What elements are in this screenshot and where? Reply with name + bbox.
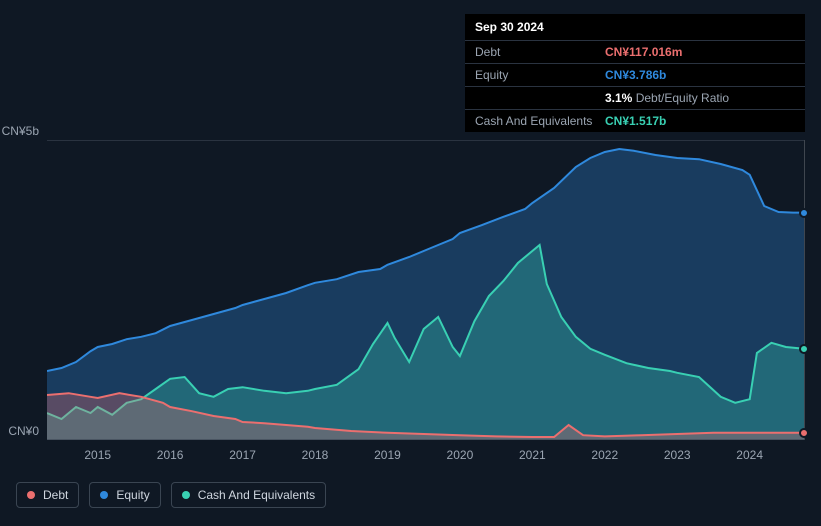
legend-dot-icon [182,491,190,499]
hover-line [804,140,805,440]
tooltip-row: DebtCN¥117.016m [465,41,805,64]
tooltip-row-value: 3.1% Debt/Equity Ratio [605,91,795,105]
tooltip-row-value: CN¥117.016m [605,45,795,59]
legend-item-cash-and-equivalents[interactable]: Cash And Equivalents [171,482,326,508]
x-tick: 2023 [664,448,691,462]
legend-item-debt[interactable]: Debt [16,482,79,508]
tooltip-row: Cash And EquivalentsCN¥1.517b [465,110,805,132]
end-marker-debt [799,428,809,438]
y-tick-bottom: CN¥0 [0,424,39,438]
tooltip-row-label: Cash And Equivalents [475,114,605,128]
x-tick: 2016 [157,448,184,462]
tooltip-row-value: CN¥3.786b [605,68,795,82]
tooltip-row-value: CN¥1.517b [605,114,795,128]
x-axis: 2015 2016 2017 2018 2019 2020 2021 2022 2023 2024 [47,448,804,468]
tooltip-row-label: Equity [475,68,605,82]
y-tick-top: CN¥5b [0,124,39,138]
x-tick: 2017 [229,448,256,462]
legend-item-equity[interactable]: Equity [89,482,160,508]
data-tooltip: Sep 30 2024 DebtCN¥117.016mEquityCN¥3.78… [465,14,805,132]
x-tick: 2015 [84,448,111,462]
tooltip-row: EquityCN¥3.786b [465,64,805,87]
legend-dot-icon [100,491,108,499]
x-tick: 2021 [519,448,546,462]
x-tick: 2020 [447,448,474,462]
end-marker-equity [799,208,809,218]
chart-svg [47,140,804,440]
chart-plot[interactable] [47,140,804,440]
legend-dot-icon [27,491,35,499]
x-tick: 2024 [736,448,763,462]
x-tick: 2022 [591,448,618,462]
x-tick: 2019 [374,448,401,462]
tooltip-row: 3.1% Debt/Equity Ratio [465,87,805,110]
end-marker-cash-and-equivalents [799,344,809,354]
legend-label: Debt [43,488,68,502]
tooltip-row-label [475,91,605,105]
tooltip-row-label: Debt [475,45,605,59]
legend-label: Equity [116,488,149,502]
chart-legend: Debt Equity Cash And Equivalents [16,482,326,508]
x-tick: 2018 [302,448,329,462]
legend-label: Cash And Equivalents [198,488,315,502]
tooltip-date: Sep 30 2024 [465,14,805,41]
